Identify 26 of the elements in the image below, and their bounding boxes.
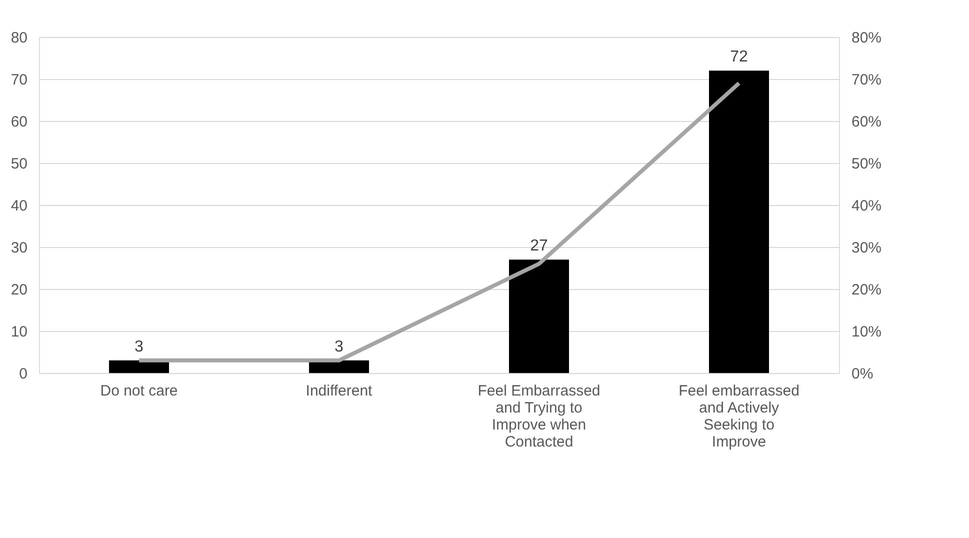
y-tick-label: 60	[10, 114, 28, 130]
y2-tick-label: 30%	[852, 240, 882, 256]
y2-tick-label: 70%	[852, 72, 882, 88]
y-tick-label: 20	[10, 282, 28, 298]
y2-tick-label: 80%	[852, 30, 882, 46]
y2-tick-label: 0%	[852, 366, 874, 382]
y2-tick-label: 40%	[852, 198, 882, 214]
data-label: 3	[134, 338, 144, 356]
data-label: 3	[334, 338, 344, 356]
y-tick-label: 70	[10, 72, 28, 88]
x-tick-label: Feel embarrassed and Actively Seeking to Improve	[678, 382, 800, 450]
y2-tick-label: 10%	[852, 324, 882, 340]
y-tick-label: 50	[10, 156, 28, 172]
y-tick-label: 30	[10, 240, 28, 256]
x-tick-label: Feel Embarrassed and Trying to Improve when Contacted	[478, 382, 600, 450]
y-tick-label: 80	[10, 30, 28, 46]
y-tick-label: 40	[10, 198, 28, 214]
y2-tick-label: 50%	[852, 156, 882, 172]
x-tick-label: Do not care	[100, 382, 178, 400]
y-tick-label: 10	[10, 324, 28, 340]
data-label: 27	[530, 238, 548, 255]
data-label: 72	[730, 48, 748, 66]
y-tick-label: 0	[19, 366, 28, 382]
x-tick-label: Indifferent	[306, 382, 374, 400]
y2-tick-label: 60%	[852, 114, 882, 130]
y2-tick-label: 20%	[852, 282, 882, 298]
